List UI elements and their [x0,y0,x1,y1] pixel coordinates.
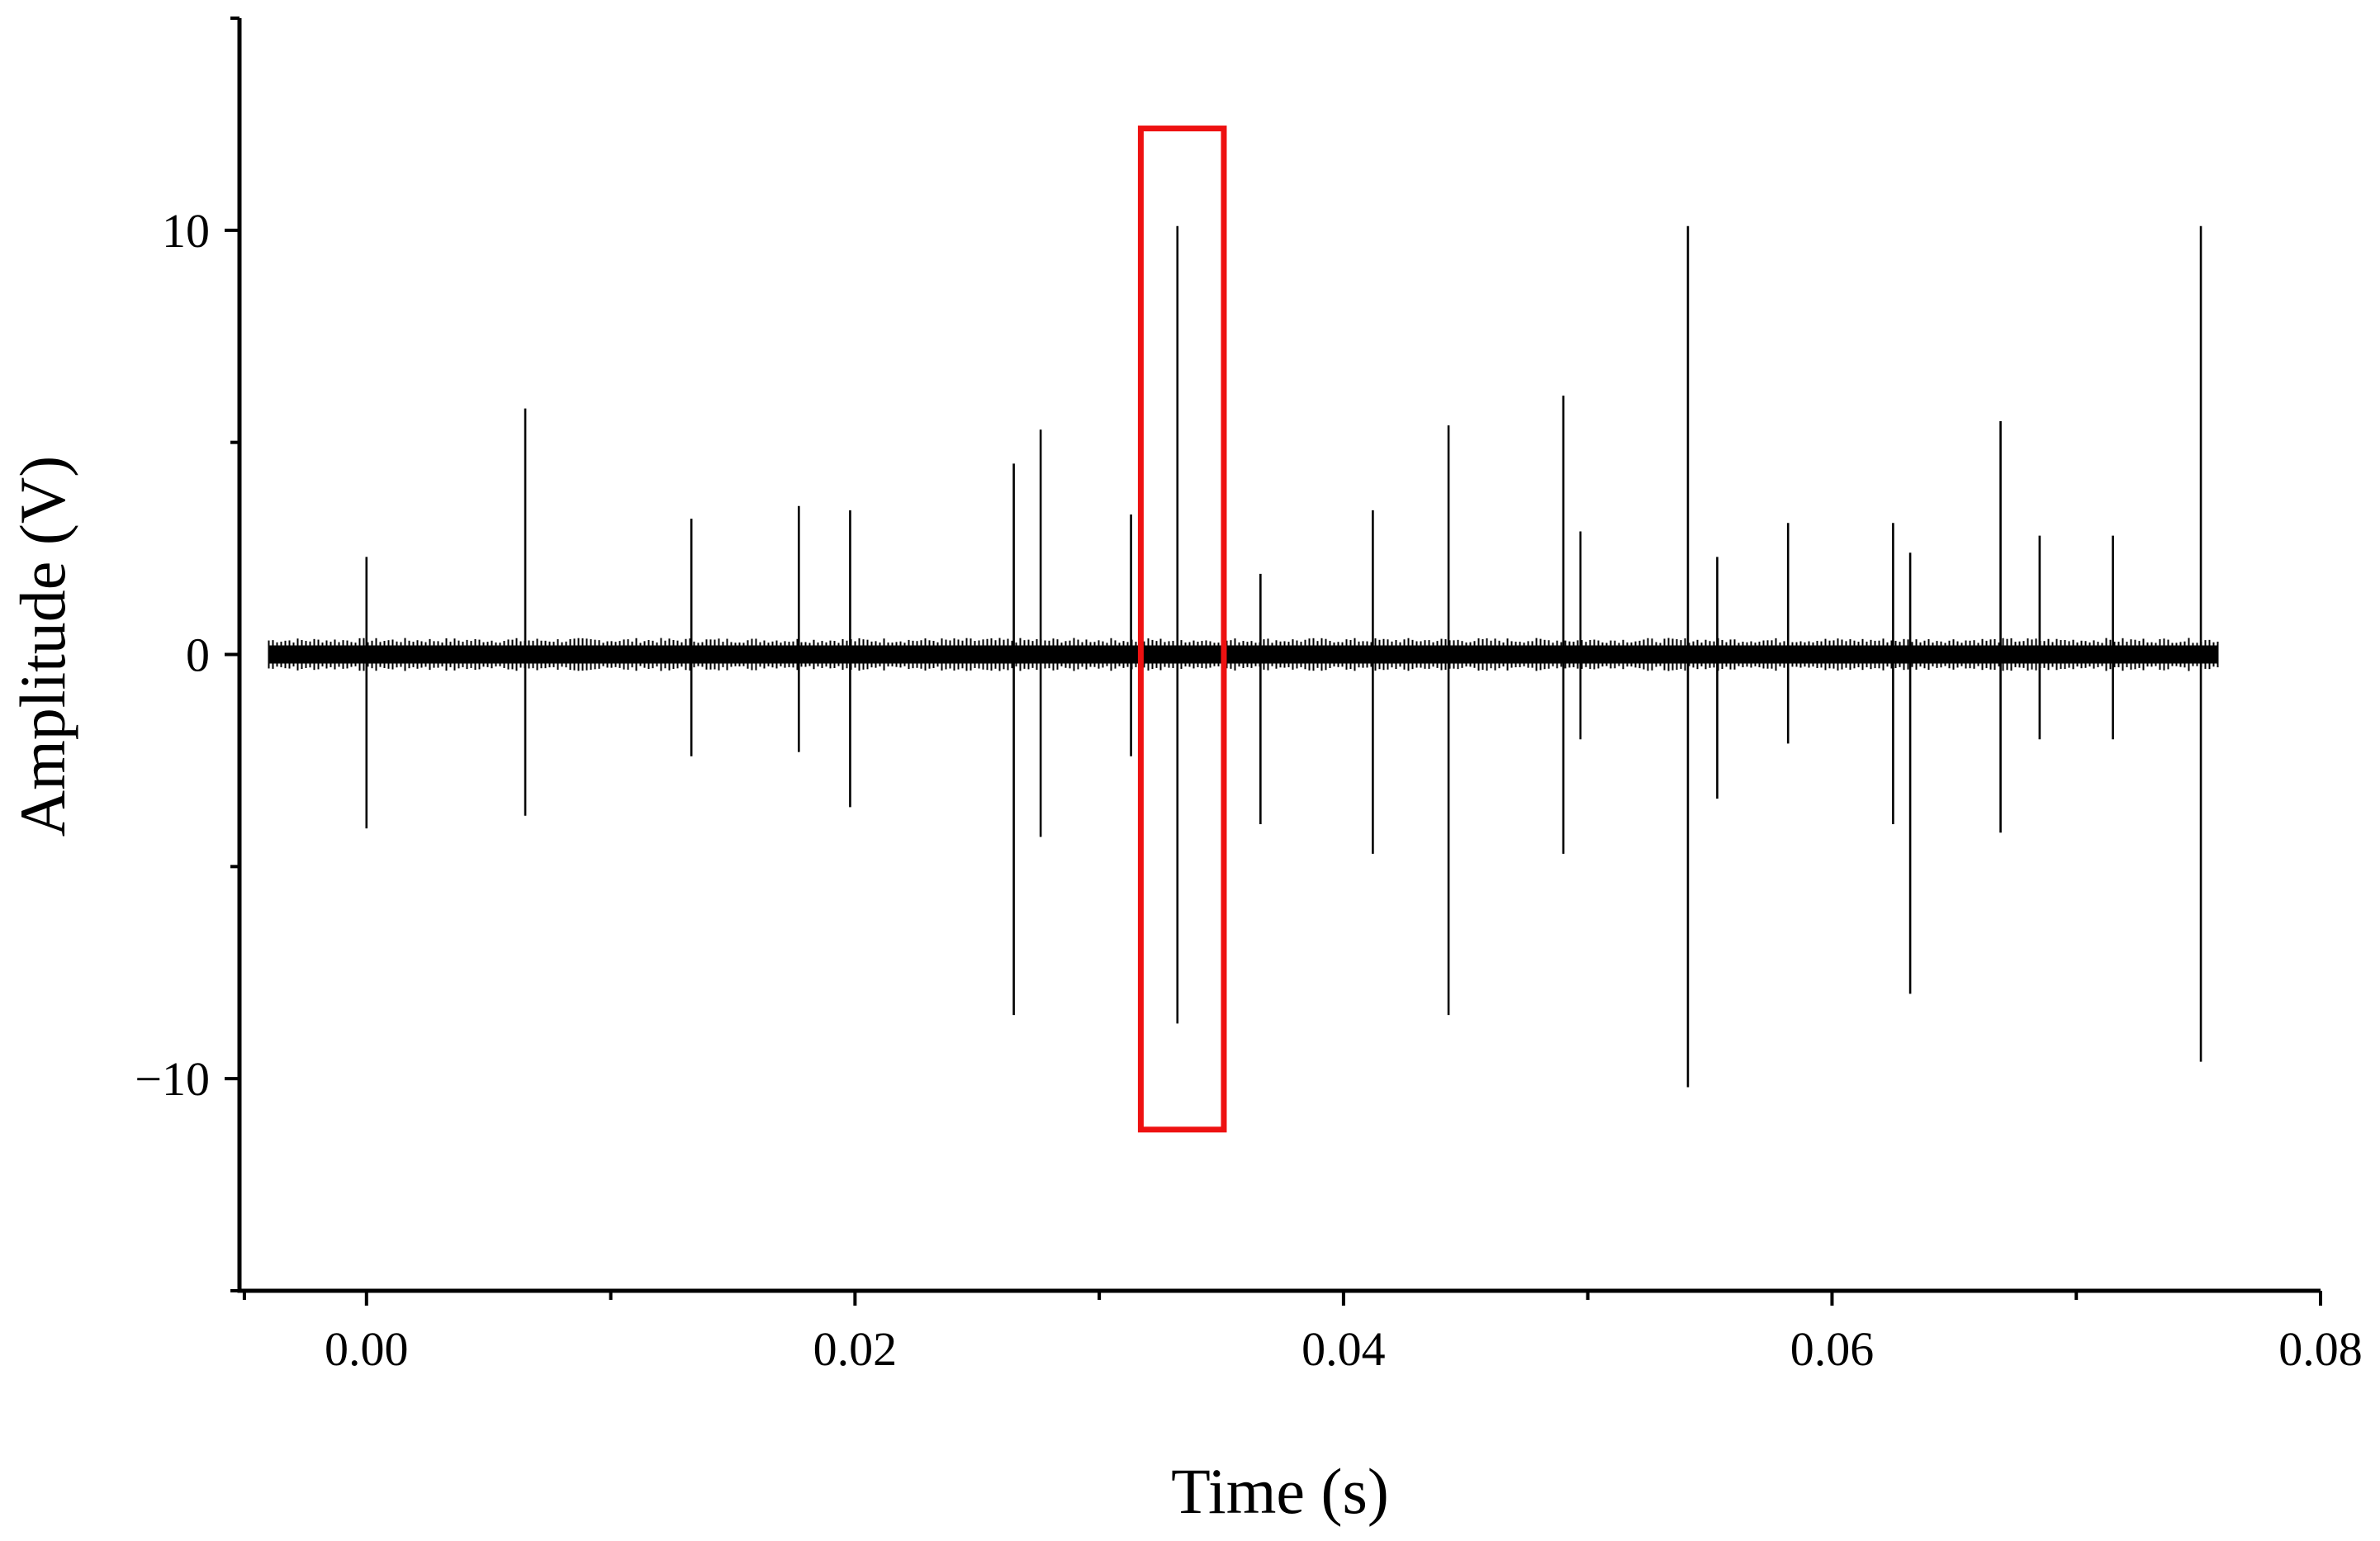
x-tick-label: 0.00 [325,1322,409,1376]
x-axis-ticks: 0.00 0.02 0.04 0.06 0.08 [242,1291,2363,1376]
y-tick-label: 10 [162,204,210,258]
annotation-layer [1137,126,1227,1133]
y-tick-label: 0 [186,628,210,682]
y-axis-title: Amplitude (V) [7,456,78,837]
y-tick-label: −10 [135,1052,210,1106]
x-tick-label: 0.02 [813,1322,898,1376]
x-tick-label: 0.08 [2278,1322,2363,1376]
highlight-rectangle [1137,126,1227,1133]
x-tick-label: 0.06 [1790,1322,1875,1376]
x-tick-label: 0.04 [1301,1322,1386,1376]
y-axis-ticks: −10 0 10 [135,17,239,1292]
x-axis-title: Time (s) [1171,1455,1389,1527]
signal-spikes [365,225,2202,1088]
